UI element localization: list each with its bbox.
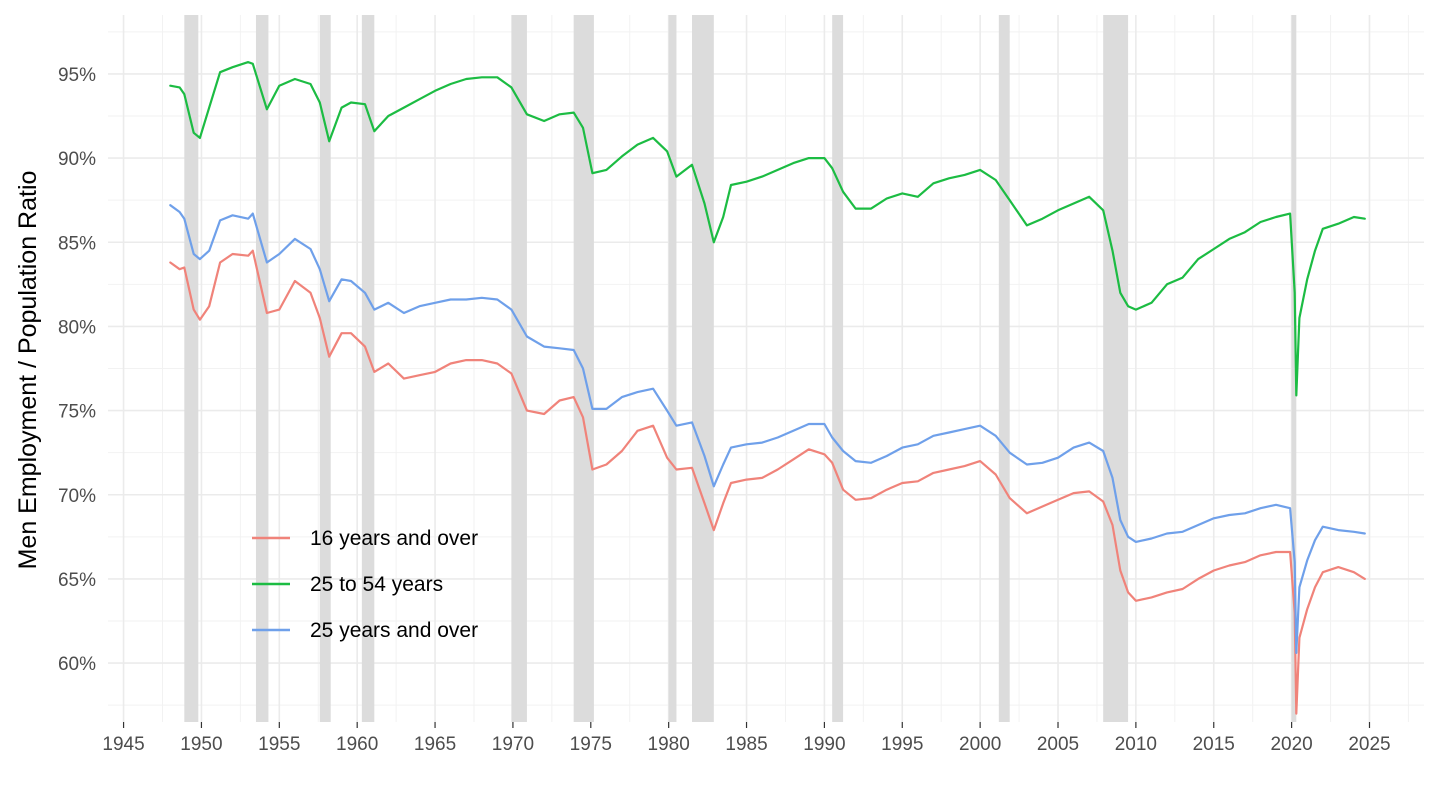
recession-band (832, 15, 844, 722)
y-tick-label: 75% (58, 402, 96, 423)
x-tick-label: 2010 (1115, 734, 1157, 755)
x-tick-label: 2015 (1193, 734, 1235, 755)
series-line-25-years-and-over (169, 204, 1366, 655)
x-tick-label: 1995 (881, 734, 923, 755)
x-tick-label: 1950 (180, 734, 222, 755)
x-tick-label: 2020 (1270, 734, 1312, 755)
recession-bands (184, 15, 1297, 722)
legend-label: 25 to 54 years (310, 573, 443, 596)
y-tick-label: 70% (58, 486, 96, 507)
recession-band (511, 15, 527, 722)
recession-band (668, 15, 677, 722)
x-tick-label: 1970 (492, 734, 534, 755)
x-tick-label: 2025 (1348, 734, 1390, 755)
recession-band (1291, 15, 1297, 722)
x-tick-label: 1980 (648, 734, 690, 755)
recession-band (1103, 15, 1129, 722)
y-tick-label: 60% (58, 654, 96, 675)
x-tick-label: 1975 (570, 734, 612, 755)
recession-band (319, 15, 331, 722)
recession-band (361, 15, 375, 722)
y-tick-label: 80% (58, 317, 96, 338)
axes: Men Employment / Population Ratio 1945 19… (14, 65, 1391, 755)
grid (108, 15, 1424, 722)
y-tick-label: 90% (58, 149, 96, 170)
legend-label: 16 years and over (310, 527, 478, 550)
legend: 16 years and over 25 to 54 years 25 years … (252, 527, 478, 642)
x-tick-label: 2000 (959, 734, 1001, 755)
legend-label: 25 years and over (310, 619, 478, 642)
recession-band (184, 15, 199, 722)
x-tick-label: 1985 (725, 734, 767, 755)
series-line-16-years-and-over (169, 249, 1366, 715)
y-tick-label: 65% (58, 570, 96, 591)
x-tick-label: 1990 (803, 734, 845, 755)
series-lines (169, 60, 1366, 715)
x-tick-label: 1965 (414, 734, 456, 755)
y-tick-label: 85% (58, 233, 96, 254)
x-tick-label: 1955 (258, 734, 300, 755)
x-tick-label: 2005 (1037, 734, 1079, 755)
x-tick-label: 1945 (102, 734, 144, 755)
series-line-25-to-54-years (169, 60, 1366, 397)
recession-band (255, 15, 269, 722)
x-tick-label: 1960 (336, 734, 378, 755)
y-tick-label: 95% (58, 65, 96, 86)
recession-band (692, 15, 714, 722)
y-axis-title: Men Employment / Population Ratio (14, 171, 42, 570)
recession-band (998, 15, 1010, 722)
